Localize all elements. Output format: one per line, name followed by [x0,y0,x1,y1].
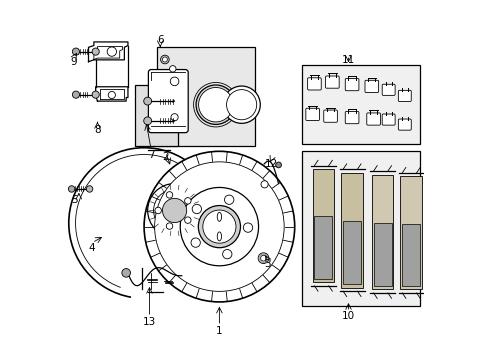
Circle shape [166,192,172,198]
Circle shape [258,253,268,264]
FancyBboxPatch shape [305,108,319,121]
Circle shape [171,114,178,121]
Text: 12: 12 [264,159,278,169]
Circle shape [155,207,161,214]
Circle shape [160,55,169,64]
Circle shape [203,210,236,243]
Text: 13: 13 [142,317,156,327]
Text: 5: 5 [71,195,77,205]
FancyBboxPatch shape [323,110,337,122]
Circle shape [143,117,151,125]
Text: 8: 8 [94,125,101,135]
FancyBboxPatch shape [398,119,410,130]
Circle shape [169,66,176,72]
Circle shape [144,151,294,302]
Circle shape [196,85,235,125]
Circle shape [143,97,151,105]
Circle shape [162,198,186,222]
FancyBboxPatch shape [325,76,339,88]
Circle shape [92,48,99,55]
Circle shape [92,91,99,98]
Circle shape [72,48,80,55]
Circle shape [198,206,240,248]
Text: 6: 6 [157,35,163,45]
Text: 10: 10 [341,311,354,321]
Circle shape [166,223,172,229]
FancyBboxPatch shape [148,69,188,133]
Bar [135,85,178,146]
Circle shape [68,186,75,192]
Circle shape [198,87,233,122]
Bar [156,47,255,146]
Circle shape [122,269,130,277]
Text: 4: 4 [89,243,95,253]
Circle shape [261,181,267,188]
Text: 2: 2 [162,152,168,162]
Circle shape [224,195,233,204]
Circle shape [275,162,281,168]
Circle shape [154,162,284,291]
FancyBboxPatch shape [364,80,378,93]
Bar [373,223,391,286]
Circle shape [147,184,201,237]
FancyBboxPatch shape [345,78,358,91]
Circle shape [184,217,191,223]
Bar [301,65,419,144]
FancyBboxPatch shape [382,84,394,95]
Text: 1: 1 [216,325,222,336]
Circle shape [260,255,266,261]
Bar [400,176,421,289]
FancyBboxPatch shape [366,113,380,125]
Text: 11: 11 [341,55,354,65]
Text: 7: 7 [148,150,154,160]
Circle shape [108,91,115,99]
Bar [314,216,332,279]
Circle shape [222,249,231,259]
Circle shape [107,47,116,56]
Circle shape [153,189,195,231]
FancyBboxPatch shape [398,90,410,102]
Bar [371,175,392,289]
Circle shape [180,188,258,266]
FancyBboxPatch shape [345,112,358,124]
Text: 9: 9 [71,57,77,67]
Circle shape [243,223,252,232]
Circle shape [170,77,179,86]
Circle shape [192,204,201,214]
Circle shape [191,238,200,247]
Ellipse shape [217,232,221,241]
Circle shape [184,198,191,204]
Ellipse shape [217,212,221,221]
Circle shape [226,90,256,120]
Circle shape [86,186,93,192]
Bar [341,173,362,288]
Bar [402,224,419,286]
Circle shape [223,86,260,123]
Bar [312,169,333,282]
FancyBboxPatch shape [307,78,321,90]
Bar [301,151,419,306]
Text: 3: 3 [264,259,270,269]
Circle shape [72,91,80,98]
Bar [343,221,360,284]
FancyBboxPatch shape [382,114,394,125]
Circle shape [162,57,167,62]
